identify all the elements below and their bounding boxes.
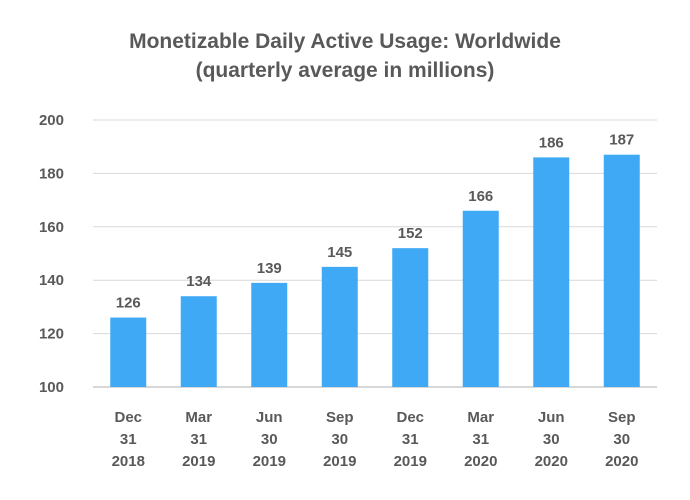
x-tick-label: Jun 30 2020: [535, 409, 568, 470]
y-tick-label: 200: [39, 112, 64, 129]
x-tick-label: Sep 30 2020: [605, 409, 638, 470]
data-label: 134: [186, 273, 212, 290]
y-tick-label: 100: [39, 379, 64, 396]
data-label: 145: [327, 244, 352, 261]
bar: [603, 154, 640, 387]
data-label: 126: [116, 295, 141, 312]
bar: [251, 282, 288, 387]
data-label: 187: [609, 132, 634, 149]
y-tick-label: 180: [39, 165, 64, 182]
data-label: 186: [539, 134, 564, 151]
bar: [180, 296, 217, 387]
x-tick-label: Sep 30 2019: [323, 409, 356, 470]
y-tick-label: 120: [39, 326, 64, 343]
data-label: 139: [257, 260, 282, 277]
chart-title: Monetizable Daily Active Usage: Worldwid…: [129, 30, 561, 53]
data-label: 166: [468, 188, 493, 205]
bar: [110, 317, 147, 387]
bar: [462, 210, 499, 387]
bar: [533, 157, 570, 387]
x-tick-label: Dec 31 2019: [394, 409, 427, 470]
chart-subtitle: (quarterly average in millions): [195, 59, 495, 82]
data-label: 152: [398, 225, 423, 242]
x-tick-label: Dec 31 2018: [112, 409, 145, 470]
x-tick-label: Mar 31 2020: [464, 409, 497, 470]
x-tick-label: Mar 31 2019: [182, 409, 215, 470]
y-tick-label: 160: [39, 219, 64, 236]
x-tick-label: Jun 30 2019: [253, 409, 286, 470]
bar: [321, 266, 358, 387]
y-tick-label: 140: [39, 272, 64, 289]
bar: [392, 248, 429, 387]
